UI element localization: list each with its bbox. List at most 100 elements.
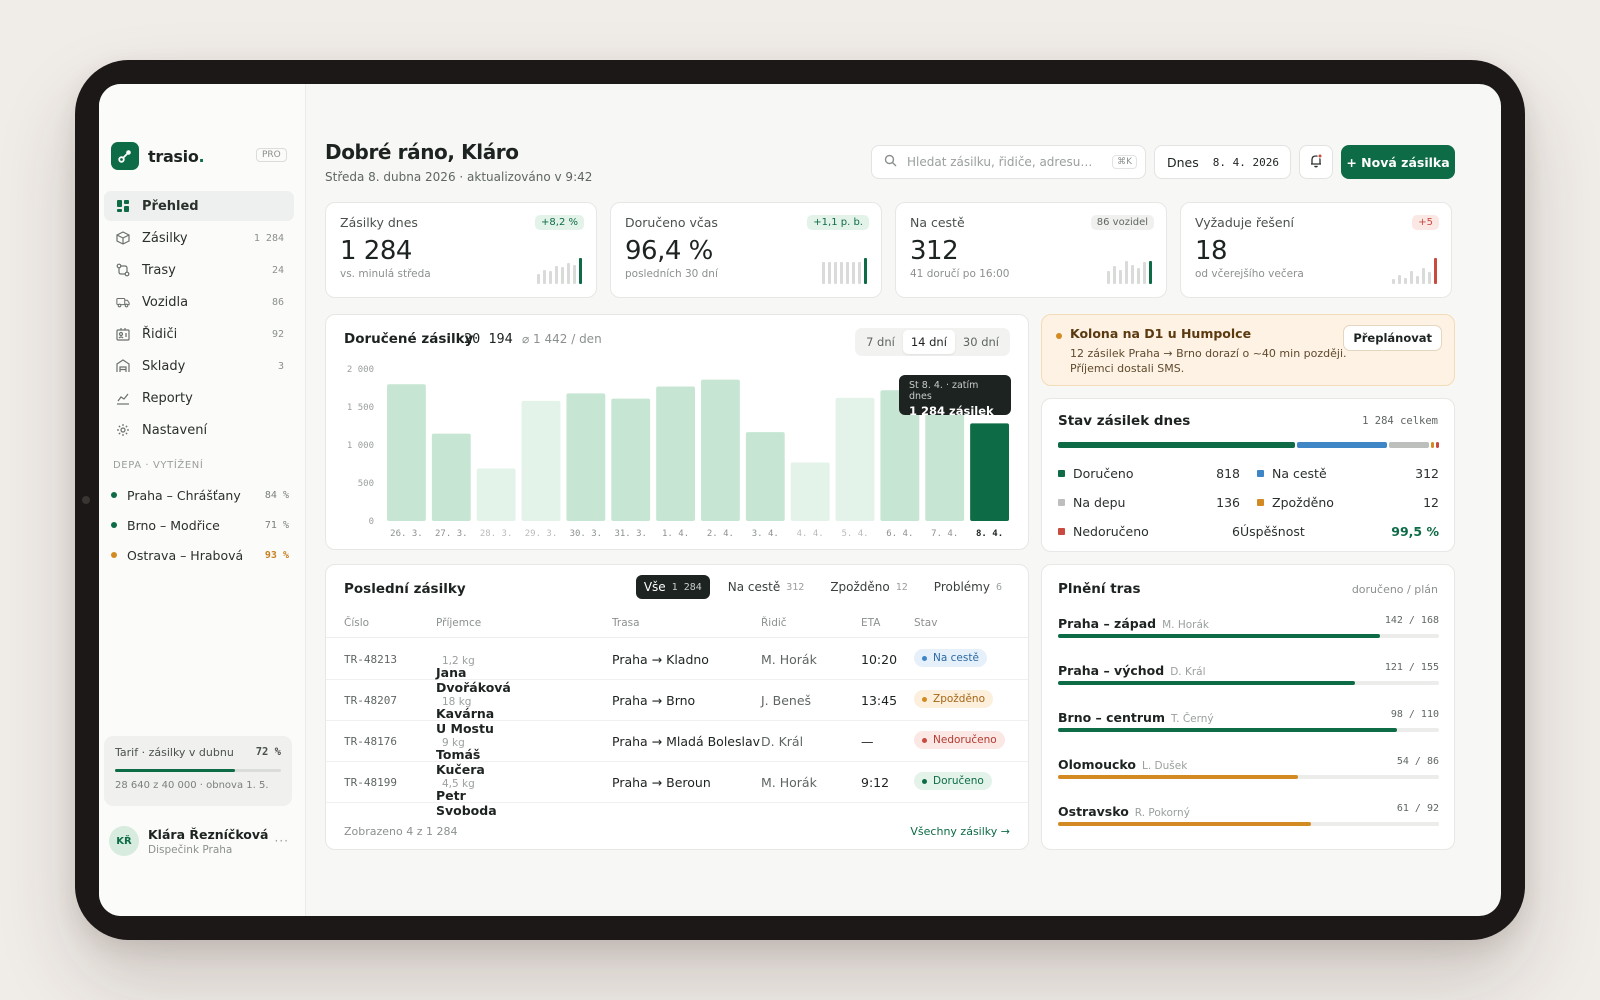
legend-undelivered: Nedoručeno 6 bbox=[1058, 523, 1240, 540]
y-tick-label: 2 000 bbox=[347, 365, 374, 375]
spark-bar bbox=[1119, 269, 1122, 284]
chart-bar[interactable] bbox=[745, 432, 785, 521]
chart-bar[interactable] bbox=[566, 393, 606, 521]
legend-label: Nedoručeno bbox=[1073, 524, 1149, 539]
sidebar-item-zasilky[interactable]: Zásilky 1 284 bbox=[104, 223, 294, 253]
delivered-chart-card: 2 000 1 500 1 000 500 0 26. 3. 27. 3. 28. 3. 29.… bbox=[325, 314, 1029, 550]
route-item[interactable]: Brno – centrum T. Černý 98 / 110 bbox=[1058, 707, 1439, 737]
more-icon[interactable]: ··· bbox=[274, 834, 289, 848]
route-item[interactable]: Praha – východ D. Král 121 / 155 bbox=[1058, 660, 1439, 690]
sidebar-item-prehled[interactable]: Přehled bbox=[104, 191, 294, 221]
col-driver[interactable]: Řidič bbox=[761, 617, 787, 629]
chart-bar[interactable] bbox=[790, 462, 830, 521]
chart-bar[interactable] bbox=[476, 468, 516, 521]
shipment-id: TR-48199 bbox=[344, 776, 397, 789]
search-shortcut: ⌘K bbox=[1112, 155, 1137, 169]
table-row[interactable]: TR-48199 Petr Svoboda 4,5 kg Praha → Bero… bbox=[326, 762, 1028, 818]
legend-label: Na depu bbox=[1073, 495, 1126, 510]
chart-bar[interactable] bbox=[970, 423, 1009, 521]
x-tick-label: 7. 4. bbox=[931, 529, 958, 539]
filter-problems[interactable]: Problémy 6 bbox=[933, 580, 1002, 594]
status-bar-segment bbox=[1296, 442, 1388, 448]
chart-bar[interactable] bbox=[880, 390, 920, 521]
filter-all[interactable]: Vše 1 284 bbox=[635, 575, 710, 599]
col-status[interactable]: Stav bbox=[914, 617, 938, 629]
routes-title: Plnění tras bbox=[1058, 581, 1141, 597]
spark-bar bbox=[537, 273, 540, 284]
chart-bar[interactable] bbox=[521, 400, 561, 521]
weight: 4,5 kg bbox=[442, 778, 475, 790]
route-item[interactable]: Ostravsko R. Pokorný 61 / 92 bbox=[1058, 801, 1439, 831]
table-row[interactable]: TR-48176 Tomáš Kučera 9 kg Praha → Mladá … bbox=[326, 721, 1028, 777]
depot-item[interactable]: Praha – Chrášťany 84 % bbox=[111, 480, 291, 510]
chart-bar[interactable] bbox=[701, 379, 740, 521]
range-14d[interactable]: 14 dní bbox=[902, 330, 955, 354]
reschedule-button[interactable]: Přeplánovat bbox=[1343, 325, 1442, 351]
range-7d[interactable]: 7 dní bbox=[866, 335, 895, 349]
y-tick-label: 1 500 bbox=[347, 403, 374, 413]
sidebar: trasio. PRO Přehled Zásilky 1 284 Trasy … bbox=[99, 84, 306, 916]
col-route[interactable]: Trasa bbox=[612, 617, 640, 629]
sidebar-item-sklady[interactable]: Sklady 3 bbox=[104, 351, 294, 381]
x-tick-label: 1. 4. bbox=[662, 529, 689, 539]
chart-bar[interactable] bbox=[431, 433, 471, 521]
chart-bar[interactable] bbox=[925, 387, 965, 521]
sidebar-item-count: 86 bbox=[271, 296, 284, 308]
col-eta[interactable]: ETA bbox=[861, 617, 881, 629]
chart-bar[interactable] bbox=[611, 398, 651, 521]
kpi-card-shipments[interactable]: Zásilky dnes +8,2 % 1 284 vs. minulá stř… bbox=[325, 202, 597, 298]
kpi-badge: +5 bbox=[1412, 215, 1439, 230]
route-progress-value: 121 / 155 bbox=[1384, 662, 1439, 673]
depot-load: 84 % bbox=[264, 489, 289, 501]
route-progress-fill bbox=[1058, 775, 1299, 779]
status-legend: Doručeno 818 Na cestě 312 Na depu 136 Zpožd… bbox=[1058, 465, 1439, 540]
x-tick-label: 29. 3. bbox=[525, 529, 558, 539]
notifications-button[interactable] bbox=[1299, 145, 1333, 179]
route-item[interactable]: Praha – západ M. Horák 142 / 168 bbox=[1058, 613, 1439, 643]
sidebar-item-ridici[interactable]: Řidiči 92 bbox=[104, 319, 294, 349]
sidebar-item-vozidla[interactable]: Vozidla 86 bbox=[104, 287, 294, 317]
sidebar-item-nastaveni[interactable]: Nastavení bbox=[104, 415, 294, 445]
chart-bar[interactable] bbox=[387, 384, 426, 521]
filter-intransit[interactable]: Na cestě 312 bbox=[727, 580, 805, 594]
search-input[interactable]: Hledat zásilku, řidiče, adresu… ⌘K bbox=[871, 145, 1146, 179]
status-total: 1 284 celkem bbox=[1362, 415, 1438, 427]
table-row[interactable]: TR-48213 Jana Dvořáková 1,2 kg Praha → Kl… bbox=[326, 639, 1028, 695]
all-shipments-link[interactable]: Všechny zásilky → bbox=[910, 825, 1010, 838]
table-row[interactable]: TR-48207 Kavárna U Mostu 18 kg Praha → Br… bbox=[326, 680, 1028, 736]
tariff-card[interactable]: Tarif · zásilky v dubnu 72 % 28 640 z 40… bbox=[104, 736, 292, 806]
spark-bar bbox=[828, 261, 831, 284]
chart-bar[interactable] bbox=[835, 397, 875, 521]
bell-icon bbox=[1309, 153, 1323, 172]
brand[interactable]: trasio. bbox=[111, 142, 205, 170]
route-item[interactable]: Olomoucko L. Dušek 54 / 86 bbox=[1058, 754, 1439, 784]
user-role: Dispečink Praha bbox=[148, 843, 233, 856]
date-picker[interactable]: Dnes 8. 4. 2026 bbox=[1154, 145, 1291, 179]
legend-intransit: Na cestě 312 bbox=[1240, 465, 1439, 482]
sidebar-item-reporty[interactable]: Reporty bbox=[104, 383, 294, 413]
x-tick-label: 31. 3. bbox=[614, 529, 647, 539]
filter-delayed[interactable]: Zpožděno 12 bbox=[830, 580, 908, 594]
depot-item[interactable]: Ostrava – Hrabová 93 % bbox=[111, 540, 291, 570]
sidebar-item-trasy[interactable]: Trasy 24 bbox=[104, 255, 294, 285]
kpi-card-intransit[interactable]: Na cestě 86 vozidel 312 41 doručí po 16:… bbox=[895, 202, 1167, 298]
col-recipient[interactable]: Příjemce bbox=[436, 617, 482, 629]
sparkline bbox=[1392, 258, 1437, 284]
recipient: Kavárna U Mostu 18 kg bbox=[436, 696, 495, 736]
route-progress-fill bbox=[1058, 728, 1398, 732]
new-shipment-button[interactable]: + Nová zásilka bbox=[1341, 145, 1455, 179]
user-profile[interactable]: KŘ Klára Řezníčková Dispečink Praha ··· bbox=[109, 826, 289, 856]
col-id[interactable]: Číslo bbox=[344, 617, 370, 629]
legend-value: 99,5 % bbox=[1391, 524, 1439, 539]
driver: M. Horák bbox=[761, 652, 817, 667]
kpi-card-issues[interactable]: Vyžaduje řešení +5 18 od včerejšího veče… bbox=[1180, 202, 1452, 298]
chart-bar[interactable] bbox=[656, 386, 695, 521]
range-30d[interactable]: 30 dní bbox=[962, 335, 999, 349]
status-dot bbox=[111, 522, 117, 528]
kpi-card-ontime[interactable]: Doručeno včas +1,1 p. b. 96,4 % poslední… bbox=[610, 202, 882, 298]
route-name: Brno – centrum bbox=[1058, 710, 1165, 725]
y-tick-label: 1 000 bbox=[347, 441, 374, 451]
page-subtitle: Středa 8. dubna 2026 · aktualizováno v 9… bbox=[325, 170, 593, 184]
route-name: Praha – východ bbox=[1058, 663, 1165, 678]
depot-item[interactable]: Brno – Modřice 71 % bbox=[111, 510, 291, 540]
